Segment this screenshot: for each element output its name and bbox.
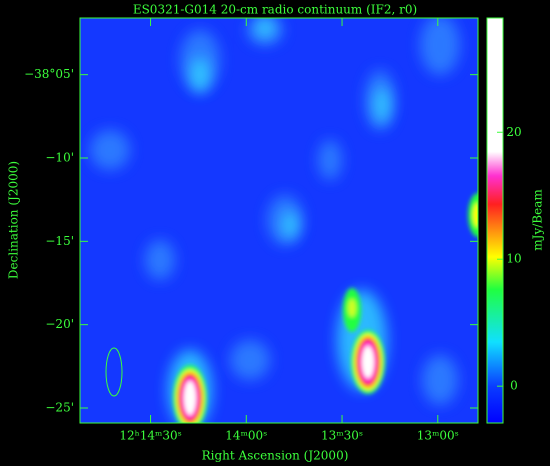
x-tick-label: 12ʰ14ᵐ30ˢ (119, 429, 181, 443)
y-tick-label: −10' (45, 151, 74, 165)
colorbar-frame (486, 17, 504, 424)
radio-image (80, 18, 478, 423)
x-tick-label: 13ᵐ30ˢ (321, 429, 363, 443)
beam (105, 347, 123, 397)
y-tick-label: −38°05' (24, 67, 74, 81)
y-tick-label: −25' (45, 401, 74, 415)
colorbar-tick-label: 10 (506, 252, 521, 266)
chart-title: ES0321-G014 20-cm radio continuum (IF2, … (133, 3, 417, 17)
x-tick-label: 14ᵐ00ˢ (225, 429, 267, 443)
colorbar-tick-label: 20 (506, 125, 521, 139)
y-tick-label: −15' (45, 234, 74, 248)
x-axis-label: Right Ascension (J2000) (202, 449, 349, 463)
y-tick-label: −20' (45, 317, 74, 331)
colorbar (487, 18, 503, 423)
colorbar-label: mJy/Beam (531, 189, 545, 251)
colorbar-tick-label: 0 (510, 379, 518, 393)
plot-frame (79, 17, 479, 424)
y-axis-label: Declination (J2000) (7, 161, 21, 279)
x-tick-label: 13ᵐ00ˢ (417, 429, 459, 443)
